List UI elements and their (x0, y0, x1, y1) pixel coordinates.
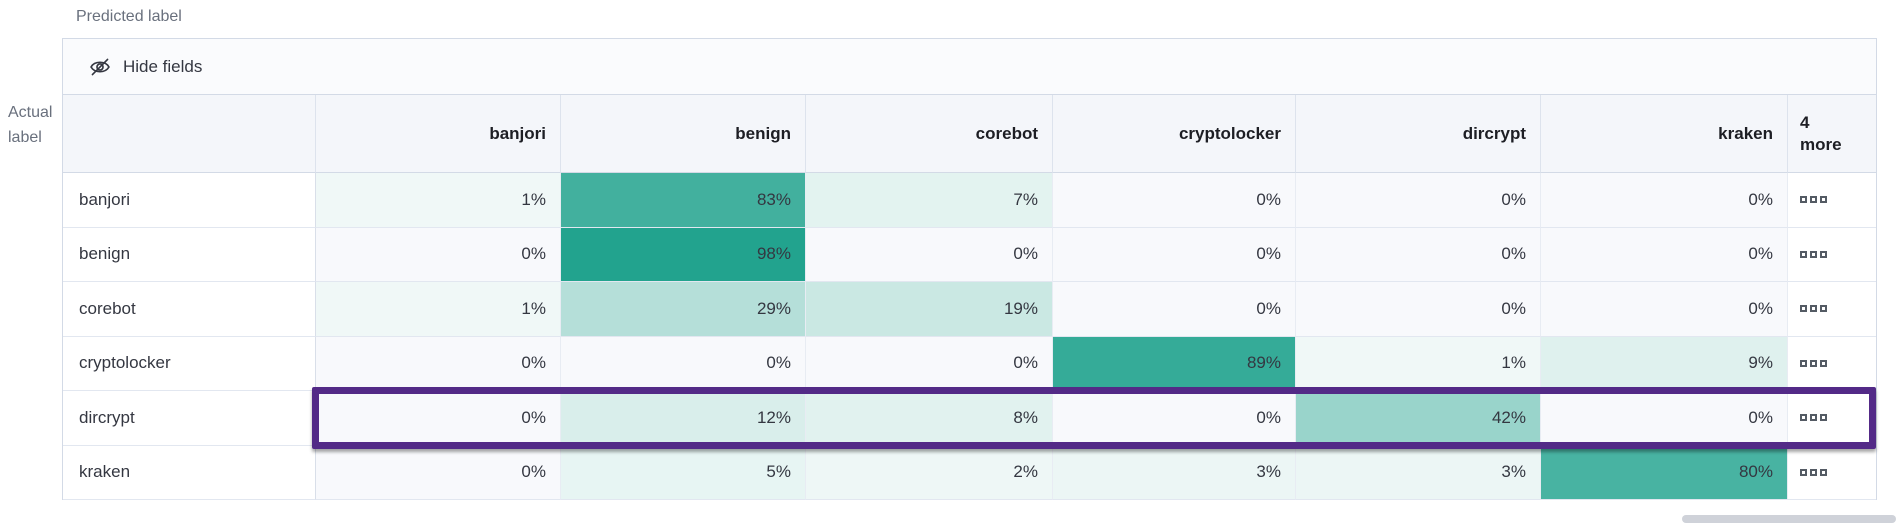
matrix-cell-benign-dircrypt[interactable]: 0% (1296, 227, 1541, 282)
matrix-cell-corebot-corebot[interactable]: 19% (806, 282, 1053, 337)
matrix-cell-dircrypt-dircrypt[interactable]: 42% (1296, 391, 1541, 446)
confusion-matrix-grid: banjori benign corebot cryptolocker dircrypt… (63, 95, 1876, 500)
actual-axis-label: Actual label (8, 100, 52, 150)
matrix-cell-cryptolocker-corebot[interactable]: 0% (806, 336, 1053, 391)
matrix-cell-banjori-kraken[interactable]: 0% (1541, 173, 1788, 228)
mini-cell-square (1810, 305, 1817, 313)
column-header-corebot[interactable]: corebot (806, 95, 1053, 173)
eye-closed-icon (89, 56, 111, 78)
column-header-cryptolocker[interactable]: cryptolocker (1053, 95, 1296, 173)
matrix-cell-cryptolocker-banjori[interactable]: 0% (316, 336, 561, 391)
matrix-cell-benign-benign[interactable]: 98% (561, 227, 806, 282)
matrix-cell-cryptolocker-kraken[interactable]: 9% (1541, 336, 1788, 391)
column-header-kraken[interactable]: kraken (1541, 95, 1788, 173)
matrix-cell-kraken-kraken[interactable]: 80% (1541, 445, 1788, 500)
matrix-cell-banjori-benign[interactable]: 83% (561, 173, 806, 228)
corner-header-cell (63, 95, 316, 173)
column-header-benign[interactable]: benign (561, 95, 806, 173)
mini-cell-square (1820, 414, 1827, 422)
matrix-cell-banjori-dircrypt[interactable]: 0% (1296, 173, 1541, 228)
matrix-cell-dircrypt-cryptolocker[interactable]: 0% (1053, 391, 1296, 446)
matrix-cell-benign-kraken[interactable]: 0% (1541, 227, 1788, 282)
overflow-cells-icon[interactable] (1788, 445, 1876, 500)
row-label-banjori: banjori (63, 173, 316, 228)
mini-cell-square (1820, 196, 1827, 204)
matrix-cell-banjori-cryptolocker[interactable]: 0% (1053, 173, 1296, 228)
row-label-dircrypt: dircrypt (63, 391, 316, 446)
matrix-cell-kraken-dircrypt[interactable]: 3% (1296, 445, 1541, 500)
matrix-cell-corebot-benign[interactable]: 29% (561, 282, 806, 337)
data-grid-panel: Hide fields banjori benign corebot cryptolo… (62, 38, 1877, 500)
matrix-cell-kraken-corebot[interactable]: 2% (806, 445, 1053, 500)
overflow-cells-icon[interactable] (1788, 336, 1876, 391)
hide-fields-label: Hide fields (123, 56, 203, 76)
matrix-cell-corebot-cryptolocker[interactable]: 0% (1053, 282, 1296, 337)
matrix-cell-kraken-cryptolocker[interactable]: 3% (1053, 445, 1296, 500)
grid-toolbar: Hide fields (63, 39, 1876, 95)
matrix-cell-dircrypt-banjori[interactable]: 0% (316, 391, 561, 446)
mini-cell-square (1810, 250, 1817, 258)
mini-cell-square (1800, 468, 1807, 476)
mini-cell-square (1810, 359, 1817, 367)
row-label-corebot: corebot (63, 282, 316, 337)
overflow-cells-icon[interactable] (1788, 282, 1876, 337)
row-label-benign: benign (63, 227, 316, 282)
mini-cell-square (1810, 468, 1817, 476)
matrix-cell-corebot-dircrypt[interactable]: 0% (1296, 282, 1541, 337)
column-header-banjori[interactable]: banjori (316, 95, 561, 173)
mini-cell-square (1800, 196, 1807, 204)
matrix-cell-banjori-corebot[interactable]: 7% (806, 173, 1053, 228)
matrix-cell-corebot-kraken[interactable]: 0% (1541, 282, 1788, 337)
column-header-dircrypt[interactable]: dircrypt (1296, 95, 1541, 173)
matrix-cell-cryptolocker-dircrypt[interactable]: 1% (1296, 336, 1541, 391)
mini-cell-square (1810, 196, 1817, 204)
row-label-cryptolocker: cryptolocker (63, 336, 316, 391)
matrix-cell-benign-corebot[interactable]: 0% (806, 227, 1053, 282)
matrix-cell-benign-banjori[interactable]: 0% (316, 227, 561, 282)
overflow-cells-icon[interactable] (1788, 391, 1876, 446)
matrix-cell-dircrypt-kraken[interactable]: 0% (1541, 391, 1788, 446)
horizontal-scrollbar-thumb[interactable] (1682, 515, 1896, 523)
actual-axis-label-line1: Actual (8, 104, 53, 121)
matrix-cell-cryptolocker-cryptolocker[interactable]: 89% (1053, 336, 1296, 391)
matrix-cell-benign-cryptolocker[interactable]: 0% (1053, 227, 1296, 282)
matrix-cell-kraken-benign[interactable]: 5% (561, 445, 806, 500)
matrix-cell-banjori-banjori[interactable]: 1% (316, 173, 561, 228)
mini-cell-square (1820, 359, 1827, 367)
overflow-cells-icon[interactable] (1788, 173, 1876, 228)
more-header-count: 4 (1800, 112, 1810, 132)
mini-cell-square (1800, 305, 1807, 313)
matrix-cell-cryptolocker-benign[interactable]: 0% (561, 336, 806, 391)
matrix-cell-dircrypt-benign[interactable]: 12% (561, 391, 806, 446)
predicted-axis-label: Predicted label (76, 8, 182, 25)
mini-cell-square (1810, 414, 1817, 422)
matrix-cell-kraken-banjori[interactable]: 0% (316, 445, 561, 500)
mini-cell-square (1800, 414, 1807, 422)
row-label-kraken: kraken (63, 445, 316, 500)
more-header-text: more (1800, 134, 1842, 154)
mini-cell-square (1820, 250, 1827, 258)
overflow-cells-icon[interactable] (1788, 227, 1876, 282)
actual-axis-label-line2: label (8, 129, 42, 146)
column-header-more[interactable]: 4 more (1788, 95, 1876, 173)
mini-cell-square (1820, 305, 1827, 313)
mini-cell-square (1800, 359, 1807, 367)
mini-cell-square (1820, 468, 1827, 476)
mini-cell-square (1800, 250, 1807, 258)
hide-fields-button[interactable]: Hide fields (89, 56, 202, 78)
matrix-cell-corebot-banjori[interactable]: 1% (316, 282, 561, 337)
matrix-cell-dircrypt-corebot[interactable]: 8% (806, 391, 1053, 446)
